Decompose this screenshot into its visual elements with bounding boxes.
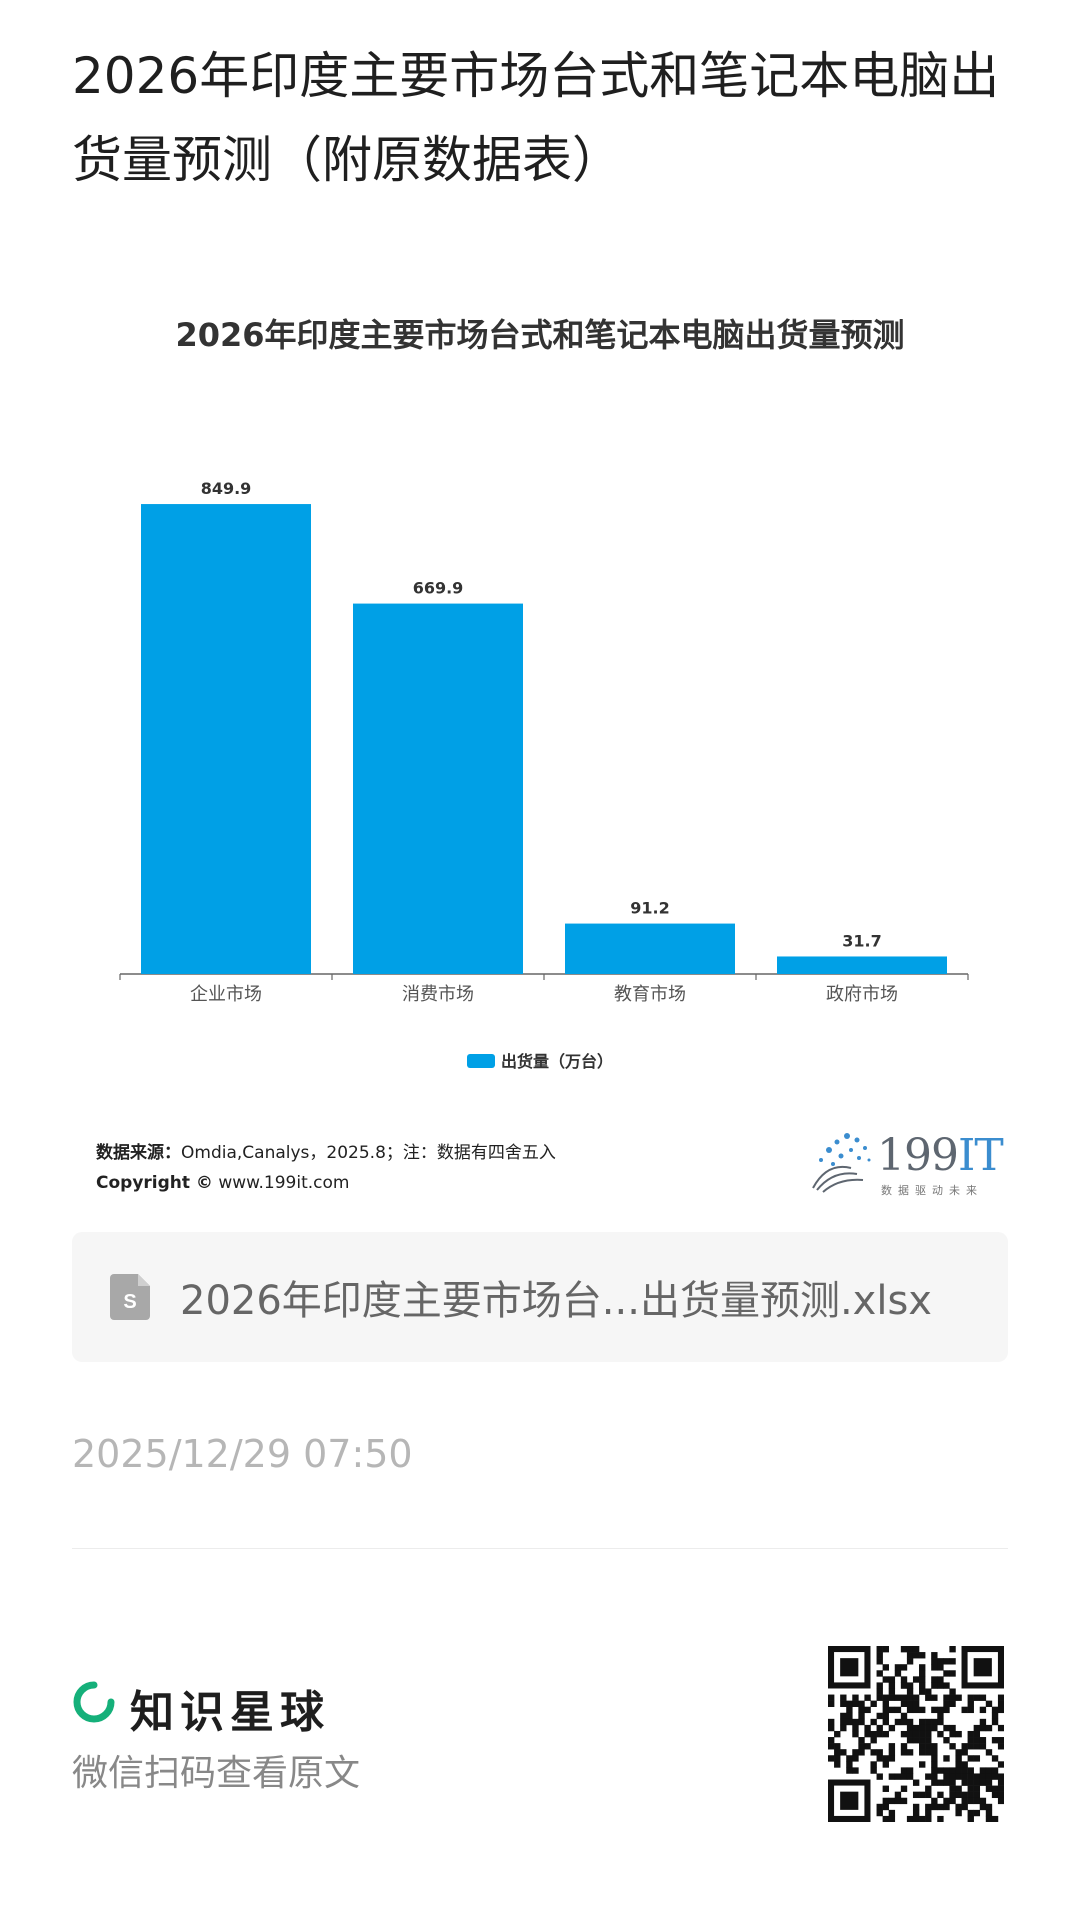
divider (72, 1548, 1008, 1549)
chart-legend: 出货量（万台） (72, 1048, 1008, 1072)
bar-chart: 849.9 企业市场 669.9 消费市场 91.2 教育市场 31.7 政府市场 (119, 479, 969, 1005)
legend-swatch (466, 1054, 495, 1068)
x-tick-label: 企业市场 (190, 984, 262, 1005)
svg-text:S: S (123, 1291, 136, 1313)
scan-hint: 微信扫码查看原文 (72, 1753, 361, 1794)
zsxq-ring-icon (73, 1681, 115, 1723)
199it-dots-icon (812, 1133, 871, 1193)
source-note: 数据来源：Omdia,Canalys，2025.8；注：数据有四舍五入 Copy… (96, 1138, 556, 1198)
legend-label: 出货量（万台） (500, 1052, 613, 1071)
x-tick-label: 消费市场 (402, 984, 474, 1005)
post-date: 2025/12/29 07:50 (72, 1432, 413, 1476)
data-label: 31.7 (842, 931, 881, 950)
data-label: 91.2 (630, 899, 669, 918)
data-label: 849.9 (201, 479, 252, 498)
199it-logo: 199IT 数据驱动未来 (807, 1126, 1007, 1197)
spreadsheet-file-icon: S (110, 1274, 150, 1320)
data-label: 669.9 (413, 579, 464, 598)
199it-slogan: 数据驱动未来 (881, 1184, 983, 1197)
post-title: 2026年印度主要市场台式和笔记本电脑出货量预测（附原数据表） (72, 47, 1000, 189)
copyright-url: www.199it.com (218, 1173, 350, 1193)
qr-code[interactable] (828, 1646, 1004, 1822)
attachment-filename[interactable]: 2026年印度主要市场台...出货量预测.xlsx (180, 1278, 932, 1324)
bar (141, 504, 311, 974)
x-tick-label: 教育市场 (614, 984, 686, 1005)
chart-title: 2026年印度主要市场台式和笔记本电脑出货量预测 (175, 316, 905, 354)
source-text: Omdia,Canalys，2025.8；注：数据有四舍五入 (181, 1143, 556, 1163)
chart-image: 2026年印度主要市场台式和笔记本电脑出货量预测 849.9 企业市场 669.9 消… (72, 260, 1008, 1220)
bar (777, 956, 947, 974)
bar (353, 603, 523, 974)
brand-name: 知识星球 (130, 1687, 330, 1738)
bar (565, 923, 735, 974)
attachment-card[interactable]: S 2026年印度主要市场台...出货量预测.xlsx (72, 1232, 1008, 1362)
199it-wordmark: 199IT (877, 1130, 1004, 1181)
copyright-label: Copyright © (96, 1173, 213, 1193)
x-tick-label: 政府市场 (826, 984, 898, 1005)
source-label: 数据来源： (96, 1143, 181, 1163)
